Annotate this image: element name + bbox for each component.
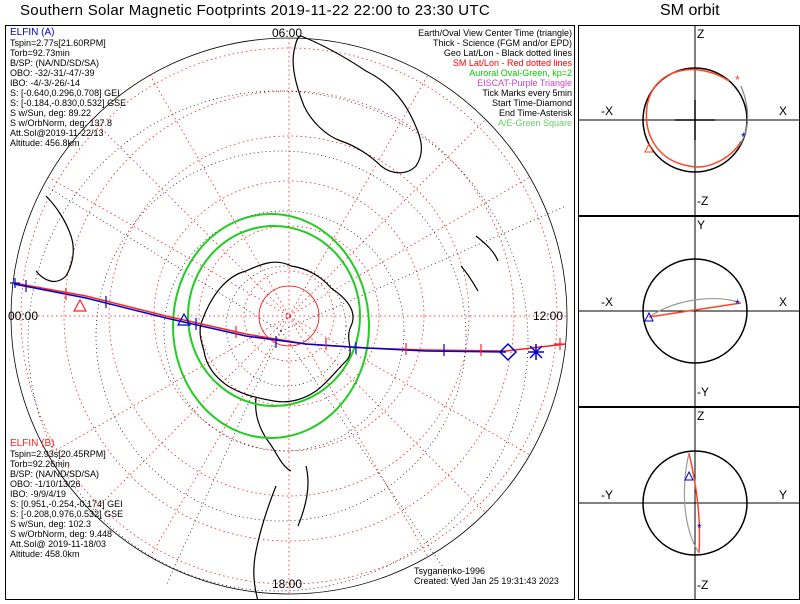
- elfin-b-line: S: [0.951,-0.254,-0.174] GEI: [10, 499, 123, 509]
- legend: Earth/Oval View Center Time (triangle) T…: [418, 28, 572, 128]
- earth-circle: [642, 450, 748, 556]
- elfin-a-orbit: [648, 298, 742, 318]
- orbit-triangle: [644, 311, 654, 322]
- australia-coast: [292, 35, 423, 174]
- orbit-triangle: [684, 470, 694, 481]
- elfin-a-line: B/SP: (NA/ND/SD/SA): [10, 58, 100, 68]
- orbit-panel-xy: * Y -Y -X X: [578, 216, 800, 407]
- orbit-end-marker: *: [735, 297, 740, 311]
- polar-map-canvas: [10, 35, 568, 599]
- map-label-bottom: 18:00: [272, 577, 303, 591]
- africa-coast: [35, 195, 74, 283]
- elfin-b-line: Tspin=2.93s[20.45RPM]: [10, 449, 106, 459]
- track-tick-marks: [25, 280, 445, 356]
- elfin-b-line: Altitude: 458.0km: [10, 549, 80, 559]
- legend-item: Tick Marks every 5min: [482, 88, 572, 98]
- geo-lat-grid: [27, 90, 567, 592]
- antarctic-peninsula: [255, 397, 292, 472]
- elfin-a-line: OBO: -32/-31/-47/-39: [10, 68, 95, 78]
- elfin-b-view-triangle: [72, 298, 88, 312]
- created-label: Created: Wed Jan 25 19:31:43 2023: [414, 576, 559, 586]
- start-marker-left: [10, 278, 20, 288]
- legend-item: A/E-Green Square: [497, 118, 572, 128]
- orbit-yz-canvas: *: [579, 408, 799, 599]
- elfin-a-line: Tspin=2.77s[21.60RPM]: [10, 38, 106, 48]
- track-tick-marks-b: [65, 288, 482, 356]
- orbit-end-marker: *: [697, 521, 702, 535]
- map-footer: Tsyganenko-1996 Created: Wed Jan 25 19:3…: [414, 566, 559, 586]
- orbit-axis-top: Y: [697, 218, 706, 232]
- sm-pole-circle: [258, 285, 320, 347]
- elfin-b-line: Torb=92.26min: [10, 459, 70, 469]
- elfin-a-line: Att.Sol@2019-11-22/13: [10, 128, 104, 138]
- sm-lat-grid: [11, 38, 567, 594]
- new-zealand-coast: [460, 235, 499, 292]
- elfin-b-line: OBO: -1/10/13/26: [10, 479, 81, 489]
- legend-item: Geo Lat/Lon - Black dotted lines: [443, 48, 572, 58]
- orbit-xy-canvas: *: [579, 217, 799, 406]
- elfin-a-line: IBO: -4/-3/-26/-14: [10, 78, 81, 88]
- legend-item: Start Time-Diamond: [491, 98, 572, 108]
- elfin-a-view-triangle: [176, 312, 192, 326]
- orbit-b-end-marker: *: [735, 73, 740, 87]
- orbit-axis-left: -X: [601, 104, 613, 118]
- elfin-b-orbit: [688, 452, 701, 554]
- orbit-xz-canvas: * *: [579, 26, 799, 215]
- orbit-axis-right: X: [779, 104, 788, 118]
- plot-title: Southern Solar Magnetic Footprints 2019-…: [20, 2, 491, 19]
- legend-item: Auroral Oval-Green, kp=2: [469, 68, 572, 78]
- orbit-axis-top: Z: [697, 409, 705, 423]
- start-time-diamond: [498, 342, 518, 362]
- elfin-b-line: Att.Sol@ 2019-11-18/03: [10, 539, 107, 549]
- orbit-axis-left: -X: [601, 295, 613, 309]
- end-time-asterisk: [528, 344, 544, 360]
- elfin-b-line: IBO: -9/9/4/19: [10, 489, 67, 499]
- model-label: Tsyganenko-1996: [414, 566, 486, 576]
- elfin-a-orbit: [683, 452, 700, 554]
- elfin-a-line: S w/Sun, deg: 89.22: [10, 108, 92, 118]
- elfin-b-orbit: [648, 302, 742, 318]
- elfin-b-line: S: [-0.208,0.976,0.532] GSE: [10, 509, 124, 519]
- elfin-a-line: S: [-0.184,-0.830,0.532] GSE: [10, 98, 127, 108]
- orbit-title: SM orbit: [660, 2, 720, 19]
- earth-circle: [642, 258, 748, 364]
- legend-item: Earth/Oval View Center Time (triangle): [418, 28, 572, 38]
- map-label-top: 06:00: [272, 26, 303, 40]
- elfin-b-name: ELFIN (B): [10, 438, 55, 449]
- elfin-a-line: S: [-0.640,0.296,0.708] GEI: [10, 88, 120, 98]
- orbit-panel-xz: * * Z -Z -X X: [578, 25, 800, 216]
- elfin-a-line: Altitude: 456.8km: [10, 138, 80, 148]
- map-label-right: 12:00: [533, 309, 564, 323]
- elfin-a-line: S w/OrbNorm, deg: 137.8: [10, 118, 113, 128]
- elfin-b-line: S w/OrbNorm, deg: 9.448: [10, 529, 113, 539]
- orbit-axis-right: X: [779, 295, 788, 309]
- map-label-left: 00:00: [8, 309, 39, 323]
- elfin-b-info: ELFIN (B) Tspin=2.93s[20.45RPM] Torb=92.…: [10, 438, 124, 560]
- elfin-b-line: B/SP: (NA/ND/SD/SA): [10, 469, 100, 479]
- elfin-a-orbit: [738, 85, 749, 147]
- end-time-asterisk-b: [554, 338, 566, 350]
- elfin-b-line: S w/Sun, deg: 102.3: [10, 519, 92, 529]
- elfin-a-info: ELFIN (A) Tspin=2.77s[21.60RPM] Torb=92.…: [10, 27, 127, 149]
- legend-item: Thick - Science (FGM and/or EPD): [432, 38, 572, 48]
- south-america-coast: [253, 465, 309, 599]
- elfin-a-name: ELFIN (A): [10, 27, 55, 38]
- orbit-panel-yz: * Z -Z -Y Y: [578, 407, 800, 600]
- legend-item: EISCAT-Purple Triangle: [477, 78, 572, 88]
- orbit-axis-top: Z: [697, 27, 705, 41]
- elfin-b-orbit: [645, 68, 742, 168]
- orbit-axis-bottom: -Z: [697, 578, 709, 592]
- footprint-map: 06:00 00:00 12:00 18:00 Earth/Oval View …: [5, 25, 575, 600]
- legend-item: SM Lat/Lon - Red dotted lines: [452, 58, 572, 68]
- orbit-axis-right: Y: [779, 488, 788, 502]
- orbit-triangle: [644, 142, 654, 153]
- orbit-axis-bottom: -Z: [697, 194, 709, 208]
- elfin-a-line: Torb=92.73min: [10, 48, 70, 58]
- orbit-axis-left: -Y: [601, 488, 613, 502]
- auroral-oval: [172, 213, 370, 439]
- antarctica-coastline: [199, 261, 354, 403]
- orbit-a-end-marker: *: [741, 130, 746, 144]
- orbit-axis-bottom: -Y: [697, 385, 709, 399]
- legend-item: End Time-Asterisk: [498, 108, 572, 118]
